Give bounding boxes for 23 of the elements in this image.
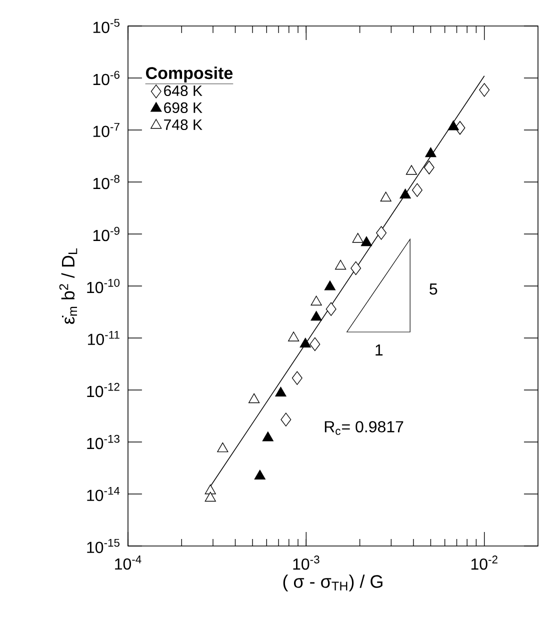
y-tick-label: 10$^{-6}$	[93, 70, 120, 86]
legend-label: 648 K	[164, 85, 202, 96]
y-axis-title: ε̇$_{m}$ b$^{2}$ / D$_{L}$	[59, 248, 78, 324]
x-axis-title: ( σ - σ$_{TH}$) / G	[283, 574, 382, 592]
y-tick-label: 10$^{-10}$	[87, 278, 120, 294]
y-tick-label: 10$^{-5}$	[93, 18, 120, 34]
y-tick-label: 10$^{-13}$	[87, 434, 120, 450]
y-tick-label: 10$^{-9}$	[93, 226, 120, 242]
y-tick-label: 10$^{-8}$	[93, 174, 120, 190]
y-tick-label: 10$^{-14}$	[87, 486, 120, 502]
x-tick-label: 10$^{-4}$	[115, 556, 142, 570]
legend-title: Composite	[146, 66, 233, 82]
x-tick-label: 10$^{-2}$	[471, 556, 498, 570]
y-tick-label: 10$^{-7}$	[93, 122, 120, 138]
annotation: 5	[430, 284, 438, 295]
legend-label: 748 K	[164, 119, 202, 130]
y-tick-label: 10$^{-12}$	[87, 382, 120, 398]
x-tick-label: 10$^{-3}$	[293, 556, 320, 570]
y-tick-label: 10$^{-15}$	[87, 538, 120, 554]
y-tick-label: 10$^{-11}$	[88, 330, 120, 346]
annotation: 1	[376, 344, 383, 356]
annotation: R$_{c}$= 0.9817	[324, 421, 404, 435]
legend-label: 698 K	[164, 102, 202, 114]
